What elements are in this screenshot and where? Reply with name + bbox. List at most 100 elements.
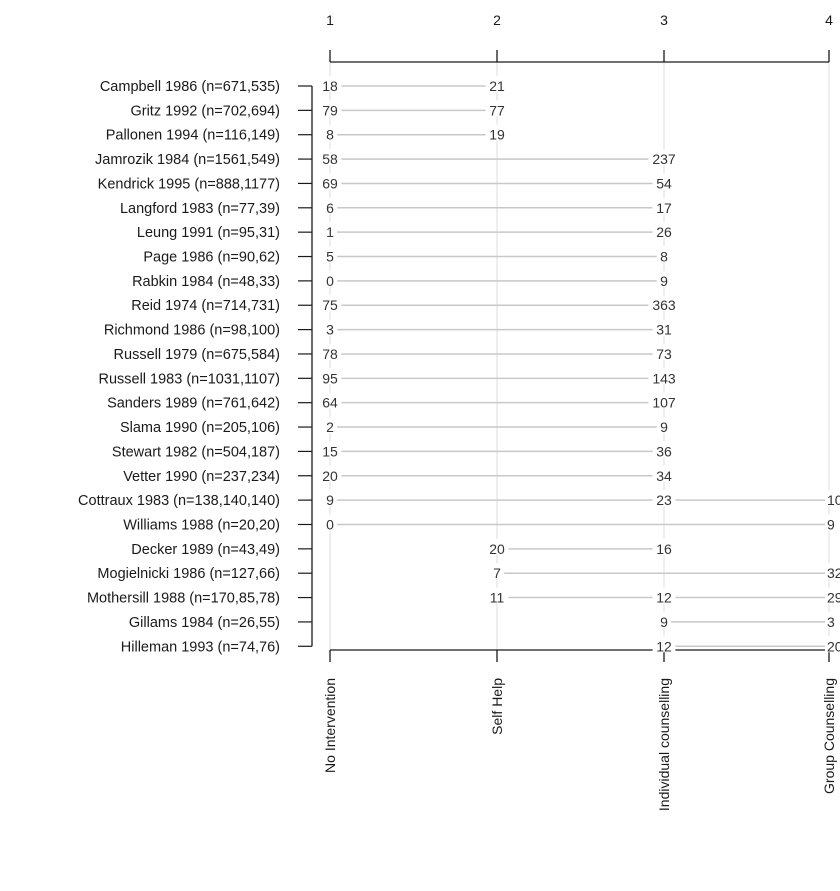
value-label: 58 xyxy=(322,151,338,167)
value-label: 34 xyxy=(656,468,672,484)
value-label: 363 xyxy=(652,297,676,313)
study-label: Mogielnicki 1986 (n=127,66) xyxy=(97,566,280,582)
value-bg xyxy=(322,197,338,214)
study-label: Williams 1988 (n=20,20) xyxy=(123,517,280,533)
study-label: Jamrozik 1984 (n=1561,549) xyxy=(95,152,280,168)
value-bg xyxy=(656,611,672,628)
value-bg xyxy=(485,587,509,604)
study-row: Reid 1974 (n=714,731) 75 363 xyxy=(131,295,680,314)
value-label: 64 xyxy=(322,395,338,411)
value-bg xyxy=(652,538,676,555)
study-row: Cottraux 1983 (n=138,140,140) 9 23 10 xyxy=(78,490,840,509)
value-bg xyxy=(318,295,342,312)
study-label: Reid 1974 (n=714,731) xyxy=(131,298,280,314)
value-label: 78 xyxy=(322,346,338,362)
value-label: 3 xyxy=(827,614,835,630)
value-label: 77 xyxy=(489,102,505,118)
grid-lines xyxy=(329,62,830,650)
value-label: 18 xyxy=(322,78,338,94)
value-bg xyxy=(648,392,680,409)
value-bg xyxy=(652,636,676,653)
top-tick-label: 3 xyxy=(660,12,668,28)
study-label: Page 1986 (n=90,62) xyxy=(143,250,280,266)
value-bg xyxy=(318,441,342,458)
value-bg xyxy=(485,124,509,141)
value-bg xyxy=(322,417,338,434)
value-label: 7 xyxy=(493,565,501,581)
value-label: 8 xyxy=(326,127,334,143)
study-label: Russell 1983 (n=1031,1107) xyxy=(98,371,280,387)
value-bg xyxy=(485,76,509,92)
value-label: 11 xyxy=(490,590,505,606)
value-label: 16 xyxy=(656,541,672,557)
value-bg xyxy=(322,124,338,141)
study-row: Rabkin 1984 (n=48,33) 0 9 xyxy=(132,270,672,290)
study-row: Sanders 1989 (n=761,642) 64 107 xyxy=(107,392,680,412)
study-label: Decker 1989 (n=43,49) xyxy=(131,542,280,558)
value-label: 9 xyxy=(660,614,668,630)
value-bg xyxy=(322,246,338,263)
value-label: 5 xyxy=(326,249,334,265)
value-label: 2 xyxy=(326,419,334,435)
category-label: No Intervention xyxy=(322,678,338,773)
value-bg xyxy=(825,636,840,653)
study-label: Russell 1979 (n=675,584) xyxy=(114,347,280,363)
value-label: 21 xyxy=(489,78,505,94)
value-label: 8 xyxy=(660,249,668,265)
value-bg xyxy=(485,538,509,555)
study-row: Slama 1990 (n=205,106) 2 9 xyxy=(120,417,672,436)
study-label: Campbell 1986 (n=671,535) xyxy=(100,79,280,95)
value-label: 19 xyxy=(489,127,505,143)
study-label: Stewart 1982 (n=504,187) xyxy=(112,444,280,460)
value-bg xyxy=(322,319,338,336)
value-bg xyxy=(656,417,672,434)
study-label: Gillams 1984 (n=26,55) xyxy=(129,615,280,631)
study-row: Pallonen 1994 (n=116,149) 8 19 xyxy=(106,124,509,144)
study-row: Leung 1991 (n=95,31) 1 26 xyxy=(137,222,676,241)
value-bg xyxy=(318,76,342,92)
value-label: 1 xyxy=(326,224,334,240)
value-label: 69 xyxy=(322,175,338,191)
study-row: Gillams 1984 (n=26,55) 9 3 xyxy=(129,611,840,631)
value-bg xyxy=(652,173,676,190)
study-label: Mothersill 1988 (n=170,85,78) xyxy=(87,591,280,607)
value-label: 36 xyxy=(656,443,672,459)
value-bg xyxy=(652,490,676,507)
study-row: Stewart 1982 (n=504,187) 15 36 xyxy=(112,441,676,460)
value-label: 107 xyxy=(652,395,676,411)
study-label: Slama 1990 (n=205,106) xyxy=(120,420,280,436)
study-label: Cottraux 1983 (n=138,140,140) xyxy=(78,493,280,509)
study-row: Williams 1988 (n=20,20) 0 9 xyxy=(123,514,840,533)
value-bg xyxy=(489,563,505,580)
value-bg xyxy=(322,514,338,531)
value-label: 73 xyxy=(656,346,672,362)
value-bg xyxy=(322,222,338,239)
study-row: Kendrick 1995 (n=888,1177) 69 54 xyxy=(98,173,676,192)
value-label: 26 xyxy=(656,224,672,240)
value-label: 20 xyxy=(827,638,840,654)
value-label: 9 xyxy=(326,492,334,508)
value-bg xyxy=(318,149,342,166)
top-axis: 1 2 3 4 xyxy=(326,12,833,63)
study-label: Gritz 1992 (n=702,694) xyxy=(130,103,280,119)
value-label: 12 xyxy=(656,638,672,654)
study-label: Sanders 1989 (n=761,642) xyxy=(107,396,280,412)
value-bg xyxy=(652,343,676,360)
top-tick-label: 4 xyxy=(825,12,833,28)
study-label: Leung 1991 (n=95,31) xyxy=(137,225,280,241)
value-bg xyxy=(318,465,342,482)
study-row: Mothersill 1988 (n=170,85,78) 11 12 29 xyxy=(87,587,840,607)
top-tick-label: 2 xyxy=(493,12,501,28)
value-label: 54 xyxy=(656,175,672,191)
value-bg xyxy=(652,197,676,214)
study-row: Russell 1983 (n=1031,1107) 95 143 xyxy=(98,368,680,387)
study-row: Mogielnicki 1986 (n=127,66) 7 32 xyxy=(97,563,840,582)
value-bg xyxy=(825,514,840,531)
value-bg xyxy=(318,343,342,360)
value-bg xyxy=(648,368,680,385)
value-label: 20 xyxy=(489,541,505,557)
bottom-axis: No Intervention Self Help Individual couns… xyxy=(322,649,837,811)
value-bg xyxy=(652,587,676,604)
